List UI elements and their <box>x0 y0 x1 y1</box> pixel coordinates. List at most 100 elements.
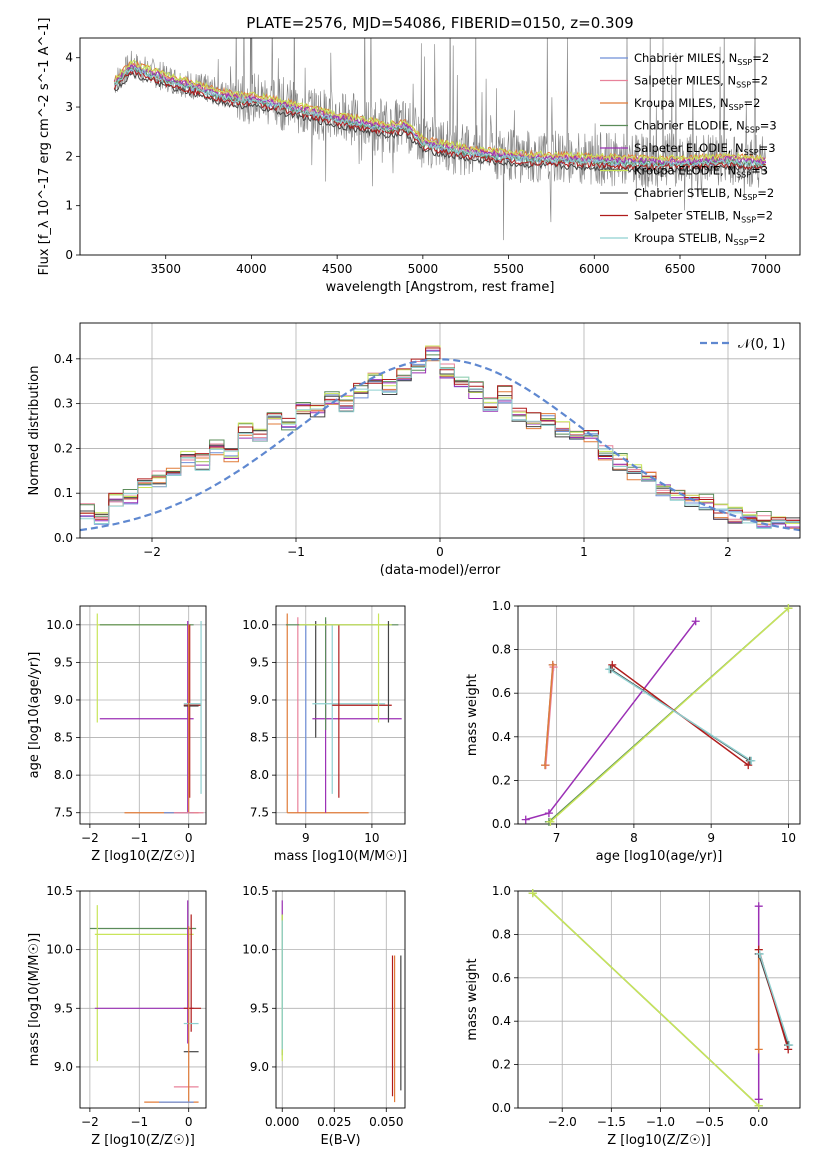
y-tick-label: 0.8 <box>492 643 511 657</box>
x-tick-label: 9 <box>302 831 310 845</box>
y-axis-label: mass weight <box>465 958 480 1040</box>
weight-point-marker <box>546 817 555 826</box>
weight-point-marker <box>691 617 700 626</box>
x-tick-label: 1 <box>580 545 588 559</box>
panel-spectrum: 3500 4000 4500 5000 5500 6000 6500 7000 0 1 2 3 4 wav… <box>37 18 801 295</box>
y-tick-label: 9.5 <box>54 655 73 669</box>
x-tick-label: 6500 <box>665 262 696 276</box>
plot-area-weight-vs-age <box>525 607 789 823</box>
weight-point-marker <box>744 761 753 770</box>
weight-point-marker <box>528 889 537 898</box>
y-tick-label: 8.0 <box>54 768 73 782</box>
plot-area-mass-vs-Z <box>89 900 202 1103</box>
x-tick-label: −1 <box>130 831 148 845</box>
legend-entry: 𝒩(0, 1) <box>738 337 785 352</box>
x-axis-label: (data-model)/error <box>380 563 501 578</box>
weight-series-line <box>549 607 789 823</box>
weight-point-marker <box>784 1045 793 1054</box>
legend-entry: Chabrier STELIB, NSSP=2 <box>634 186 774 202</box>
y-tick-label: 0.0 <box>492 1101 511 1115</box>
x-tick-label: 9 <box>707 831 715 845</box>
y-axis-label: age [log10(age/yr)] <box>27 652 42 779</box>
legend-entry: Kroupa MILES, NSSP=2 <box>634 96 760 112</box>
weight-series-line <box>544 664 554 766</box>
y-tick-label: 10.0 <box>46 618 73 632</box>
legend-entry: Chabrier MILES, NSSP=2 <box>634 51 769 67</box>
y-axis-label: Normed distribution <box>27 366 42 496</box>
y-tick-label: 8.5 <box>54 731 73 745</box>
panel-residuals: −2 −1 0 1 2 0.0 0.1 0.2 0.3 0.4 (data-model)/error… <box>27 322 801 578</box>
spectrum-model-line <box>113 72 767 174</box>
x-tick-label: 10 <box>781 831 796 845</box>
x-tick-label: −1.5 <box>597 1115 626 1129</box>
y-axis-label: Flux [f_λ 10^-17 erg cm^-2 s^-1 A^-1] <box>37 18 52 276</box>
y-tick-label: 0.2 <box>492 773 511 787</box>
y-tick-label: 0.0 <box>54 531 73 545</box>
x-tick-label: −2 <box>81 1115 99 1129</box>
x-axis-label: wavelength [Angstrom, rest frame] <box>326 280 555 295</box>
axes-frame <box>275 890 406 1109</box>
axes-frame <box>79 37 801 256</box>
x-tick-label: 8 <box>630 831 638 845</box>
x-tick-label: 5500 <box>493 262 524 276</box>
plot-area-spectrum <box>113 38 767 241</box>
y-tick-label: 9.0 <box>250 693 269 707</box>
x-tick-label: −1 <box>287 545 305 559</box>
y-tick-label: 10.0 <box>242 618 269 632</box>
axes-frame <box>517 605 801 825</box>
x-tick-label: −1.0 <box>646 1115 675 1129</box>
spectrum-model-line <box>113 68 766 171</box>
axes-frame <box>79 322 801 539</box>
weight-series-line <box>608 668 752 762</box>
spectrum-data-line <box>114 38 766 241</box>
weight-series-line <box>758 953 790 1046</box>
axes-frame <box>79 605 207 825</box>
weight-point-marker <box>754 1095 763 1104</box>
y-tick-label: 0.1 <box>54 486 73 500</box>
y-tick-label: 0.6 <box>492 686 511 700</box>
y-tick-label: 9.5 <box>250 1001 269 1015</box>
y-tick-label: 10.5 <box>46 884 73 898</box>
legend-entry: Kroupa STELIB, NSSP=2 <box>634 231 765 247</box>
legend-entry: Salpeter ELODIE, NSSP=3 <box>634 141 776 157</box>
y-tick-label: 0.2 <box>492 1058 511 1072</box>
axes-frame <box>275 605 406 825</box>
x-tick-label: 0 <box>185 1115 193 1129</box>
x-tick-label: 2 <box>724 545 732 559</box>
weight-point-marker <box>747 756 756 765</box>
x-tick-label: 0.025 <box>317 1115 351 1129</box>
spectrum-model-line <box>114 65 766 168</box>
x-tick-label: 0.000 <box>265 1115 299 1129</box>
y-axis-label: mass weight <box>465 674 480 756</box>
axes-frame <box>79 890 207 1109</box>
y-tick-label: 9.0 <box>54 1060 73 1074</box>
y-tick-label: 4 <box>65 51 73 65</box>
grid-mass-vs-ebv <box>276 890 405 1108</box>
y-tick-label: 0.0 <box>492 817 511 831</box>
x-tick-label: 6000 <box>579 262 610 276</box>
y-tick-label: 10.5 <box>242 884 269 898</box>
y-tick-label: 0.2 <box>54 441 73 455</box>
y-tick-label: 0.4 <box>492 1014 511 1028</box>
figure-title: PLATE=2576, MJD=54086, FIBERID=0150, z=0… <box>246 14 633 32</box>
plot-area-weight-vs-Z <box>532 892 790 1107</box>
y-tick-label: 7.5 <box>54 806 73 820</box>
weight-point-marker <box>541 761 550 770</box>
y-tick-label: 7.5 <box>250 806 269 820</box>
y-tick-label: 0.3 <box>54 397 73 411</box>
legend-entry: Salpeter MILES, NSSP=2 <box>634 74 768 90</box>
legend-entry: Salpeter STELIB, NSSP=2 <box>634 209 773 225</box>
x-axis-label: Z [log10(Z/Z☉)] <box>91 1133 195 1148</box>
x-tick-label: 10 <box>364 831 379 845</box>
weight-point-marker <box>608 660 617 669</box>
x-tick-label: 4000 <box>236 262 267 276</box>
panel-age-vs-mass: 9 10 7.5 8.0 8.5 9.0 9.5 10.0 mass [log10(M/M☉)] <box>242 605 407 864</box>
x-axis-label: E(B-V) <box>320 1133 360 1148</box>
axes-frame <box>517 890 801 1109</box>
y-tick-label: 1 <box>65 199 73 213</box>
weight-point-marker <box>754 1045 763 1054</box>
histogram-line <box>80 347 800 522</box>
plot-area-mass-vs-ebv <box>281 900 402 1103</box>
weight-series-line <box>532 892 760 1107</box>
y-tick-label: 1.0 <box>492 599 511 613</box>
